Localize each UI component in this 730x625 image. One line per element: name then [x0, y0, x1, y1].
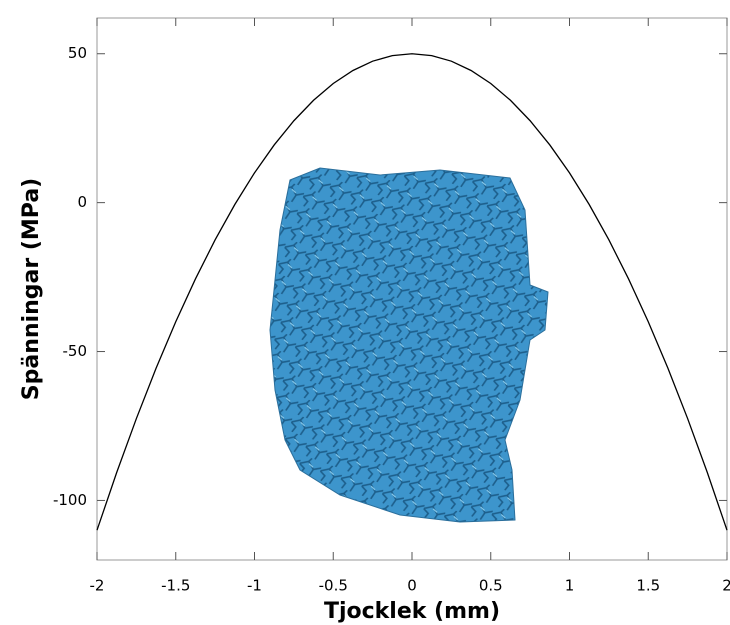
x-tick-label: 0: [407, 577, 417, 595]
x-tick-label: -1: [247, 577, 262, 595]
y-tick-label: 0: [77, 193, 87, 211]
y-tick-label: -100: [53, 491, 87, 509]
x-tick-label: 0.5: [479, 577, 503, 595]
x-tick-label: -2: [90, 577, 105, 595]
x-tick-label: 1: [565, 577, 575, 595]
x-tick-label: -0.5: [319, 577, 348, 595]
x-axis-title: Tjocklek (mm): [324, 599, 500, 624]
line: [96, 53, 728, 531]
x-tick-label: -1.5: [161, 577, 190, 595]
y-axis-title: Spänningar (MPa): [19, 178, 44, 400]
y-tick-label: 50: [68, 44, 87, 62]
glass-fragment: [269, 167, 549, 523]
y-tick-label: -50: [63, 342, 88, 360]
x-tick-label: 1.5: [636, 577, 660, 595]
x-tick-label: 2: [722, 577, 730, 595]
